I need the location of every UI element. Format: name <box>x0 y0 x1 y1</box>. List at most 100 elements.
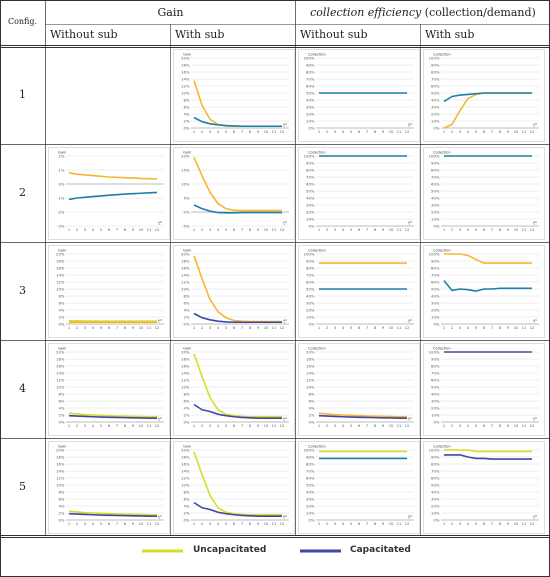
chart-x-tick-label: 12 <box>280 424 285 428</box>
chart-y-tick-label: 90% <box>431 160 440 165</box>
chart-y-tick-label: 30% <box>431 398 440 403</box>
chart-x-tick-label: 10 <box>264 326 269 330</box>
chart-x-tick-label: 9 <box>257 130 260 134</box>
chart-y-title: Gain <box>183 249 191 253</box>
chart-x-tick-label: 9 <box>132 326 135 330</box>
chart-y-tick-label: 8% <box>183 293 189 298</box>
chart-x-tick-label: 12 <box>280 326 285 330</box>
chart-x-tick-label: 1 <box>193 424 195 428</box>
chart-r2c2: Gain-5%0%5%10%15%20%1 2 3 4 5 6 7 8 9 10 11 12t* <box>173 147 295 240</box>
chart-frame <box>298 441 420 534</box>
chart-y-tick-label: 30% <box>306 300 315 305</box>
row-label-1: 1 <box>19 88 26 101</box>
chart-x-tick-label: 3 <box>459 326 461 330</box>
chart-y-tick-label: 40% <box>306 195 315 200</box>
chart-x-tick-label: 10 <box>514 522 519 526</box>
chart-x-tick-label: 11 <box>522 228 527 232</box>
chart-x-tick-label: 12 <box>530 326 535 330</box>
chart-y-tick-label: 8% <box>183 97 189 102</box>
chart-y-tick-label: 10% <box>181 90 190 95</box>
chart-y-tick-label: 14% <box>56 370 65 375</box>
eff-with-sub-header: With sub <box>425 28 475 41</box>
chart-x-tick-label: 7 <box>491 130 493 134</box>
chart-y-tick-label: 80% <box>431 167 440 172</box>
chart-x-tick-label: 11 <box>147 326 152 330</box>
chart-x-tick-label: 8 <box>499 424 502 428</box>
chart-x-tick-label: 9 <box>132 522 135 526</box>
chart-x-tick-label: 4 <box>217 326 220 330</box>
chart-y-title: Collection <box>308 53 326 57</box>
chart-frame <box>48 245 170 338</box>
chart-x-name: t* <box>158 417 162 422</box>
chart-y-tick-label: 30% <box>431 496 440 501</box>
chart-y-tick-label: 6% <box>183 104 189 109</box>
chart-x-tick-label: 9 <box>382 424 385 428</box>
chart-x-tick-label: 12 <box>405 522 410 526</box>
chart-x-tick-label: 2 <box>76 326 78 330</box>
chart-x-tick-label: 10 <box>389 424 394 428</box>
chart-x-tick-label: 2 <box>451 130 453 134</box>
chart-y-tick-label: 18% <box>56 258 65 263</box>
chart-x-tick-label: 7 <box>116 522 118 526</box>
chart-x-tick-label: 6 <box>233 424 236 428</box>
chart-y-tick-label: 4% <box>183 405 189 410</box>
chart-y-title: Gain <box>58 445 66 449</box>
chart-x-tick-label: 12 <box>530 522 535 526</box>
chart-x-tick-label: 6 <box>358 424 361 428</box>
chart-y-tick-label: 4% <box>308 405 314 410</box>
chart-x-tick-label: 3 <box>84 228 86 232</box>
chart-x-tick-label: 3 <box>209 228 211 232</box>
chart-y-tick-label: 20% <box>56 251 65 256</box>
chart-x-tick-label: 4 <box>467 130 470 134</box>
chart-y-tick-label: 20% <box>431 307 440 312</box>
chart-y-tick-label: 8% <box>183 391 189 396</box>
chart-x-tick-label: 6 <box>108 424 111 428</box>
chart-y-tick-label: 10% <box>181 384 190 389</box>
chart-y-tick-label: 40% <box>306 489 315 494</box>
chart-x-tick-label: 3 <box>84 424 86 428</box>
chart-x-tick-label: 6 <box>483 326 486 330</box>
chart-x-tick-label: 11 <box>272 228 277 232</box>
chart-y-tick-label: 12% <box>181 377 190 382</box>
chart-y-tick-label: 16% <box>306 363 315 368</box>
chart-y-tick-label: 10% <box>56 286 65 291</box>
chart-x-tick-label: 7 <box>366 228 368 232</box>
chart-y-title: Gain <box>183 151 191 155</box>
chart-y-tick-label: 90% <box>306 160 315 165</box>
chart-x-tick-label: 12 <box>155 228 160 232</box>
chart-y-title: Collection <box>433 445 451 449</box>
chart-x-tick-label: 6 <box>358 228 361 232</box>
chart-x-tick-label: 9 <box>507 326 510 330</box>
chart-x-tick-label: 4 <box>217 424 220 428</box>
chart-x-name: t* <box>408 417 412 422</box>
chart-y-title: Gain <box>58 151 66 155</box>
chart-x-name: t* <box>533 515 537 520</box>
chart-x-tick-label: 6 <box>108 522 111 526</box>
chart-y-tick-label: 16% <box>56 265 65 270</box>
chart-x-tick-label: 12 <box>405 130 410 134</box>
chart-x-tick-label: 1 <box>318 130 320 134</box>
legend-cap-label: Capacitated <box>350 545 411 555</box>
chart-y-tick-label: 20% <box>306 111 315 116</box>
chart-x-tick-label: 9 <box>257 424 260 428</box>
chart-x-tick-label: 7 <box>491 228 493 232</box>
series-line-2 <box>318 414 407 419</box>
chart-y-tick-label: 2% <box>183 314 189 319</box>
chart-x-name: t* <box>158 319 162 324</box>
chart-x-tick-label: 10 <box>264 424 269 428</box>
chart-y-tick-label: 20% <box>431 111 440 116</box>
chart-x-tick-label: 1 <box>68 522 70 526</box>
chart-x-tick-label: 6 <box>358 130 361 134</box>
chart-y-tick-label: 70% <box>431 468 440 473</box>
chart-x-tick-label: 5 <box>350 522 352 526</box>
chart-x-tick-label: 10 <box>264 130 269 134</box>
series-line-1 <box>444 253 532 264</box>
chart-x-tick-label: 4 <box>342 130 345 134</box>
chart-x-tick-label: 10 <box>139 424 144 428</box>
chart-y-tick-label: 70% <box>306 272 315 277</box>
chart-y-tick-label: 60% <box>431 83 440 88</box>
chart-x-tick-label: 8 <box>249 326 252 330</box>
row-label-5: 5 <box>19 480 26 493</box>
chart-y-tick-label: 18% <box>181 454 190 459</box>
